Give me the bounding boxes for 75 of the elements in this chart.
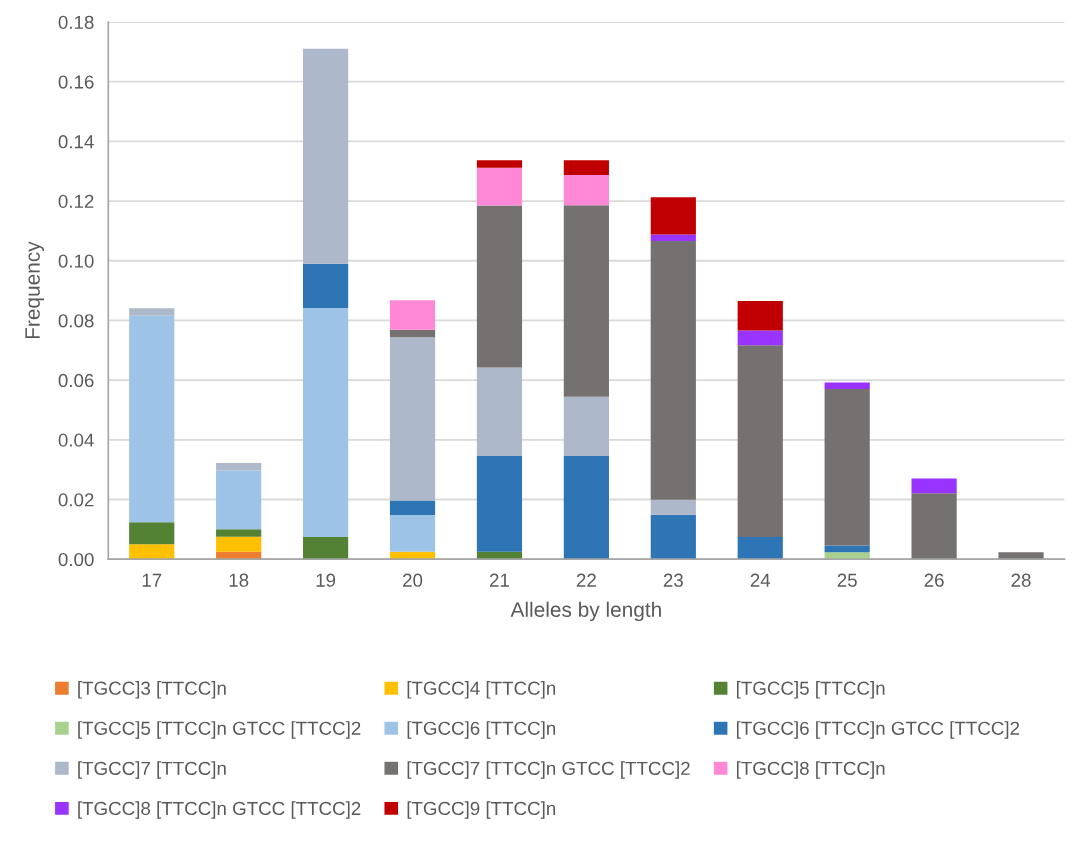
- bar: [737, 330, 783, 346]
- x-tick-label: 19: [316, 573, 336, 587]
- bar: [650, 197, 696, 235]
- x-tick-label: 20: [403, 573, 423, 587]
- bar: [563, 175, 609, 206]
- legend-label: [TGCC]6 [TTCC]n: [407, 721, 556, 739]
- x-tick-label: 18: [229, 573, 249, 587]
- bar: [476, 160, 523, 168]
- bar: [302, 263, 349, 308]
- bar: [302, 307, 349, 538]
- bar: [911, 478, 957, 494]
- bar: [389, 300, 436, 330]
- legend-label: [TGCC]8 [TTCC]n GTCC [TTCC]2: [78, 801, 361, 819]
- legend-label: [TGCC]7 [TTCC]n: [78, 761, 226, 779]
- legend-label: [TGCC]5 [TTCC]n GTCC [TTCC]2: [78, 721, 361, 739]
- bar: [824, 382, 870, 390]
- bar: [129, 315, 175, 523]
- bar: [911, 493, 957, 560]
- bar: [302, 48, 349, 264]
- x-tick-label: 17: [142, 573, 162, 587]
- bar: [389, 500, 436, 516]
- y-tick-label: 0.10: [58, 254, 94, 268]
- bar: [563, 396, 609, 456]
- x-tick-label: 26: [924, 573, 944, 587]
- legend-label: [TGCC]3 [TTCC]n: [78, 681, 226, 699]
- bar: [650, 514, 696, 560]
- bar: [476, 455, 523, 552]
- x-axis-title: Alleles by length: [510, 601, 661, 622]
- y-tick-label: 0.06: [58, 373, 94, 388]
- legend-label: [TGCC]6 [TTCC]n GTCC [TTCC]2: [736, 721, 1020, 739]
- bar: [650, 241, 696, 500]
- legend-label: [TGCC]7 [TTCC]n GTCC [TTCC]2: [407, 761, 690, 779]
- bar: [389, 515, 436, 552]
- y-tick-label: 0.14: [58, 135, 94, 149]
- legend-label: [TGCC]5 [TTCC]n: [736, 681, 885, 699]
- x-tick-label: 25: [837, 573, 857, 587]
- legend-label: [TGCC]9 [TTCC]n: [407, 801, 556, 819]
- bar: [563, 455, 609, 560]
- y-tick-label: 0.18: [58, 15, 94, 29]
- x-tick-label: 24: [750, 573, 771, 587]
- y-tick-label: 0.16: [58, 75, 94, 89]
- bar: [216, 463, 262, 471]
- bar: [737, 301, 783, 331]
- bar: [216, 470, 262, 530]
- bar: [129, 308, 175, 316]
- bar: [476, 367, 523, 456]
- bar: [650, 499, 696, 515]
- bar: [216, 529, 262, 537]
- y-tick-label: 0.04: [58, 433, 94, 447]
- bar: [389, 337, 436, 501]
- bar: [824, 545, 870, 553]
- bar: [389, 329, 436, 338]
- legend-label: [TGCC]8 [TTCC]n: [736, 761, 885, 779]
- x-tick-label: 21: [489, 573, 509, 587]
- bar: [563, 160, 609, 176]
- bar: [476, 205, 523, 368]
- bar: [824, 389, 870, 546]
- x-tick-label: 28: [1011, 573, 1031, 587]
- x-tick-label: 23: [663, 573, 683, 587]
- bar: [476, 167, 523, 206]
- y-tick-label: 0.08: [58, 314, 94, 328]
- y-tick-label: 0.02: [58, 493, 94, 507]
- bar: [737, 537, 783, 560]
- bar: [129, 544, 175, 560]
- legend-label: [TGCC]4 [TTCC]n: [407, 681, 556, 699]
- x-tick-label: 22: [576, 573, 596, 587]
- bar: [563, 205, 609, 397]
- bar: [737, 345, 783, 538]
- bar: [650, 234, 696, 242]
- y-axis-title: Frequency: [25, 241, 44, 339]
- bar: [302, 537, 349, 560]
- y-tick-label: 0.12: [58, 194, 94, 209]
- y-tick-label: 0.00: [58, 552, 94, 567]
- bar: [129, 522, 175, 545]
- bar: [216, 536, 262, 552]
